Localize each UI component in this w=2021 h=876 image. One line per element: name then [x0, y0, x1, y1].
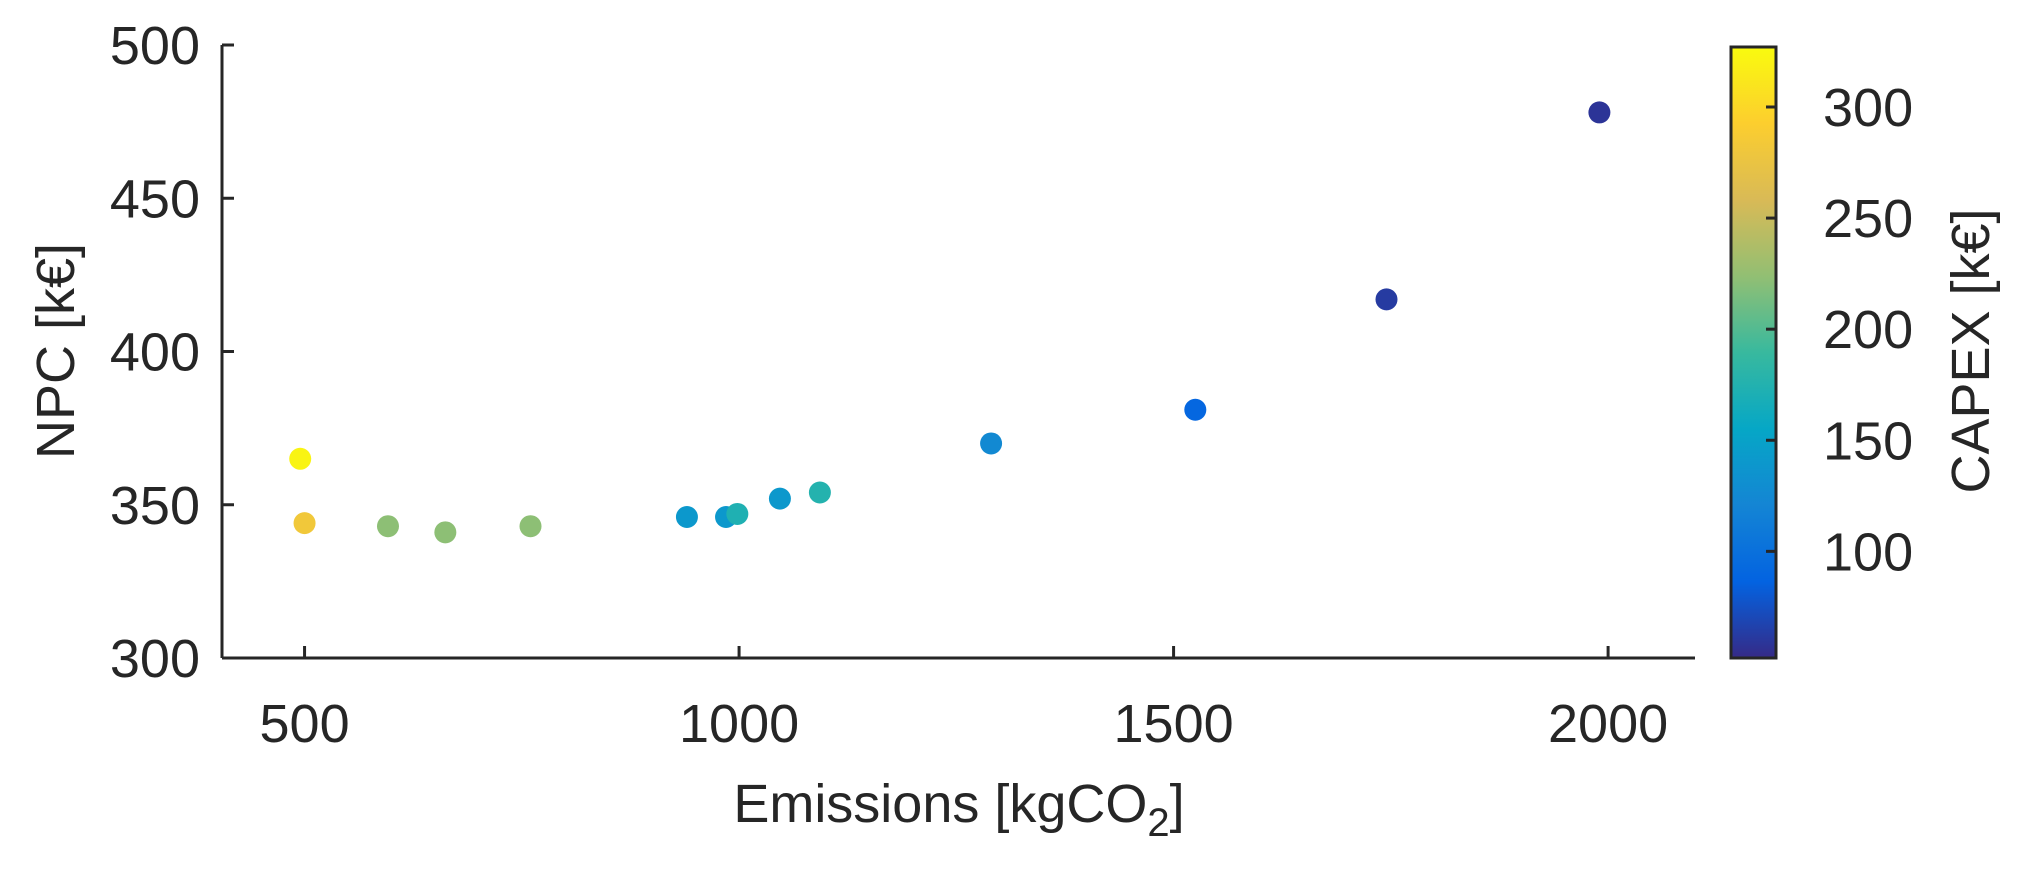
y-axis-title: NPC [k€] — [26, 243, 86, 459]
data-point — [675, 506, 698, 529]
data-point — [289, 447, 312, 470]
y-tick-label: 500 — [110, 16, 200, 76]
colorbar-tick-label: 300 — [1823, 78, 1913, 138]
data-point — [376, 515, 399, 538]
data-point — [434, 521, 457, 544]
y-tick-label: 400 — [110, 323, 200, 383]
plot-axes — [220, 45, 1695, 660]
colorbar — [1729, 45, 1778, 660]
colorbar-tick-label: 200 — [1823, 300, 1913, 360]
colorbar-tick-label: 100 — [1823, 522, 1913, 582]
x-tick-label: 500 — [260, 694, 350, 754]
data-point — [808, 481, 831, 504]
data-point — [980, 432, 1003, 455]
x-axis-title: Emissions [kgCO2] — [733, 774, 1184, 845]
data-point — [519, 515, 542, 538]
data-points — [289, 101, 1611, 544]
data-point — [1375, 288, 1398, 311]
data-point — [768, 487, 791, 510]
colorbar-tick-label: 250 — [1823, 189, 1913, 249]
x-tick-label: 2000 — [1548, 694, 1668, 754]
colorbar-tick-label: 150 — [1823, 411, 1913, 471]
y-tick-label: 450 — [110, 169, 200, 229]
colorbar-title: CAPEX [k€] — [1941, 208, 2001, 493]
data-point — [726, 502, 749, 525]
data-point — [293, 512, 316, 535]
x-ticks: 500 1000 1500 2000 — [260, 646, 1668, 754]
colorbar-ticks: 100 150 200 250 300 — [1766, 78, 1913, 582]
y-tick-label: 350 — [110, 476, 200, 536]
y-ticks: 300 350 400 450 500 — [110, 16, 234, 689]
data-point — [1184, 398, 1207, 421]
x-tick-label: 1000 — [679, 694, 799, 754]
data-point — [1588, 101, 1611, 124]
y-tick-label: 300 — [110, 629, 200, 689]
x-tick-label: 1500 — [1114, 694, 1234, 754]
